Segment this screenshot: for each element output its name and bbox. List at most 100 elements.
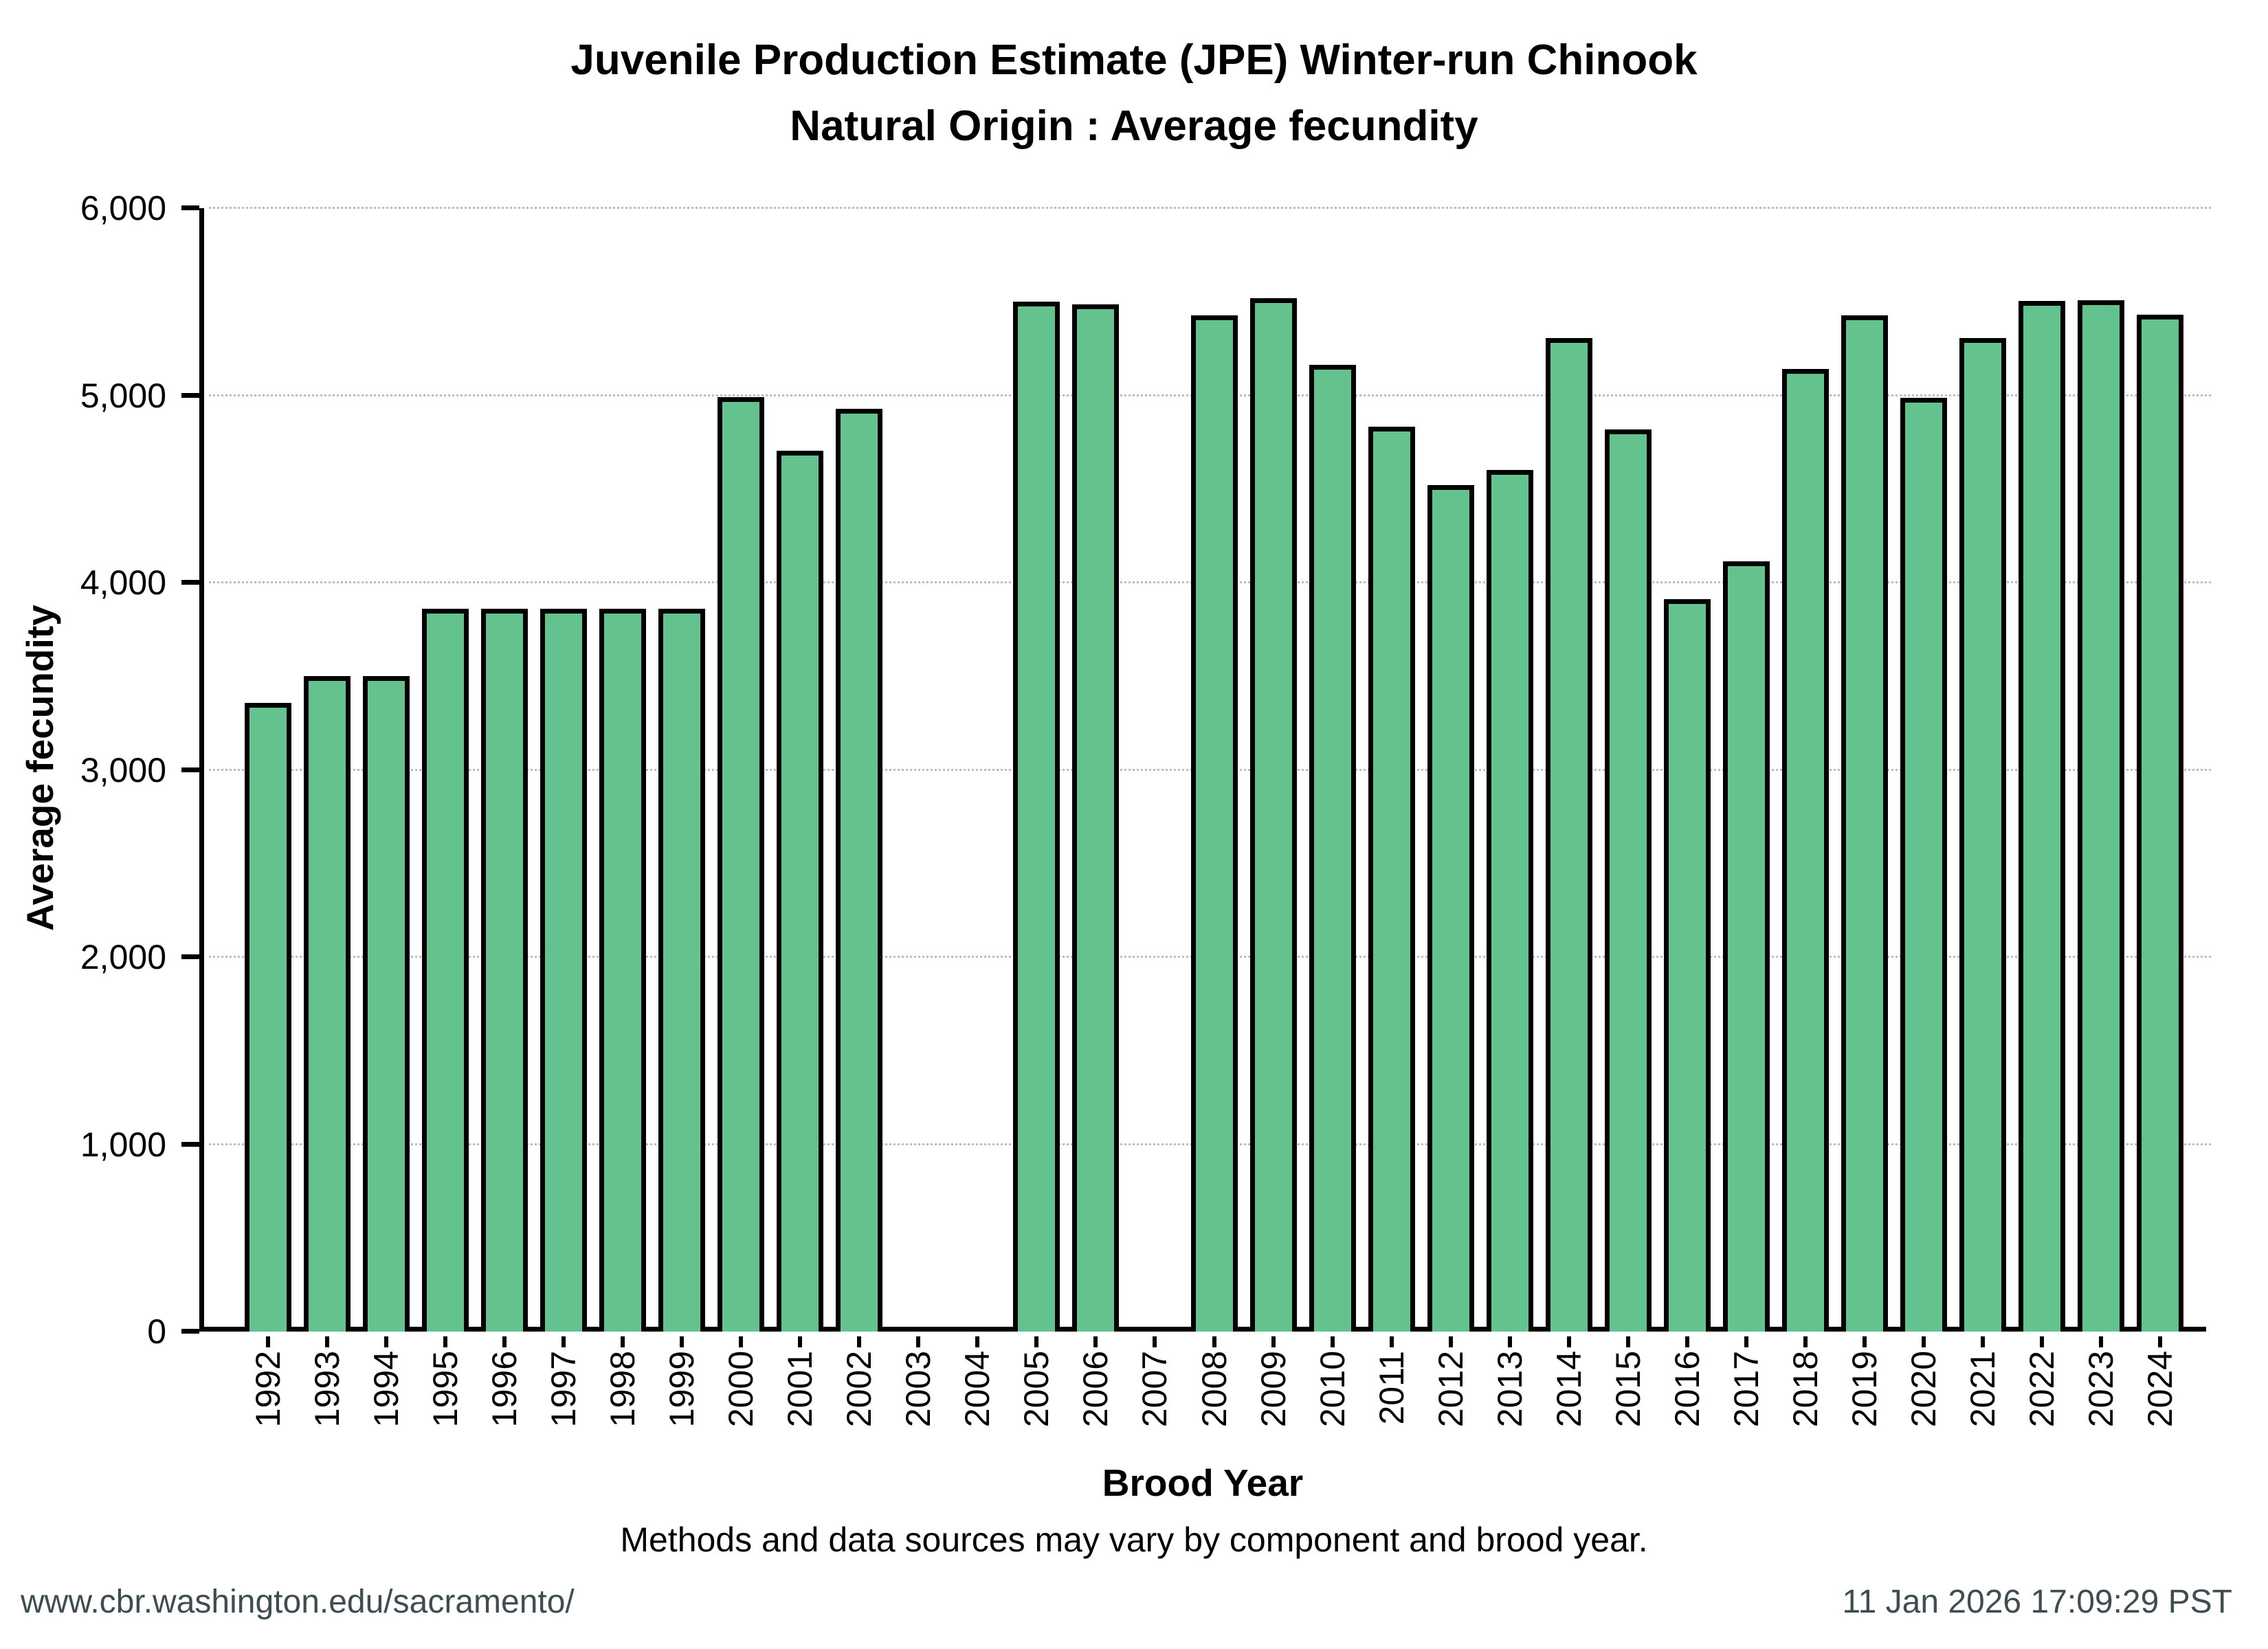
bar-2005 [1013,302,1060,1332]
x-tick-label-text-2022: 2022 [2023,1351,2061,1428]
bar-2022 [2019,301,2065,1332]
x-tick-label-text-1994: 1994 [367,1351,405,1428]
x-axis-tick-2016 [1685,1336,1689,1347]
chart-title-line1: Juvenile Production Estimate (JPE) Winte… [570,36,1698,84]
x-axis-tick-2005 [1034,1336,1038,1347]
x-tick-label-text-2006: 2006 [1076,1351,1115,1428]
x-axis-tick-1998 [621,1336,625,1347]
y-axis-tick-2000 [181,954,199,959]
bar-2009 [1250,298,1297,1332]
bar-2011 [1368,427,1415,1332]
y-tick-label-6000: 6,000 [80,189,166,227]
x-axis-tick-2008 [1212,1336,1216,1347]
y-tick-label-4000: 4,000 [80,563,166,602]
x-tick-label-2005: 2005 [1017,1351,1056,1468]
chart-title-line2: Natural Origin : Average fecundity [790,102,1478,150]
x-tick-label-text-1997: 1997 [544,1351,583,1428]
y-tick-label-0: 0 [147,1312,166,1351]
x-axis-tick-1992 [266,1336,270,1347]
bar-2020 [1900,398,1947,1332]
x-tick-label-text-2011: 2011 [1372,1351,1411,1425]
x-tick-label-1995: 1995 [426,1351,465,1468]
x-tick-label-text-1993: 1993 [308,1351,346,1428]
x-axis-tick-2006 [1093,1336,1098,1347]
x-tick-label-2020: 2020 [1904,1351,1943,1468]
x-tick-label-2018: 2018 [1786,1351,1825,1468]
x-axis-tick-2007 [1153,1336,1157,1347]
x-axis-tick-2018 [1803,1336,1808,1347]
x-axis-tick-2011 [1390,1336,1394,1347]
x-tick-label-2019: 2019 [1845,1351,1884,1468]
x-tick-label-2024: 2024 [2141,1351,2179,1468]
x-tick-label-2008: 2008 [1195,1351,1234,1468]
x-tick-label-2022: 2022 [2023,1351,2061,1468]
bar-2001 [777,451,823,1332]
y-axis-tick-1000 [181,1141,199,1147]
x-tick-label-text-1996: 1996 [485,1351,524,1428]
x-tick-label-2014: 2014 [1550,1351,1588,1468]
bar-2014 [1546,338,1592,1332]
x-tick-label-2013: 2013 [1491,1351,1529,1468]
bar-2019 [1841,315,1888,1332]
bar-2013 [1487,470,1533,1332]
x-tick-label-text-2024: 2024 [2141,1351,2179,1428]
x-axis-tick-2020 [1922,1336,1926,1347]
x-tick-label-2001: 2001 [781,1351,819,1468]
y-axis-tick-3000 [181,767,199,772]
x-tick-label-text-2014: 2014 [1550,1351,1588,1428]
x-axis-tick-2024 [2158,1336,2162,1347]
y-axis-tick-6000 [181,205,199,210]
x-tick-label-text-2009: 2009 [1254,1351,1293,1428]
x-axis-tick-1993 [325,1336,329,1347]
x-axis-tick-2021 [1981,1336,1985,1347]
y-axis-tick-0 [181,1329,199,1334]
x-tick-label-text-2020: 2020 [1904,1351,1943,1428]
x-axis-tick-2015 [1626,1336,1630,1347]
x-axis-tick-1999 [680,1336,684,1347]
x-tick-label-text-2017: 2017 [1727,1351,1766,1428]
x-axis-tick-2000 [739,1336,743,1347]
x-axis-tick-2002 [857,1336,861,1347]
x-tick-label-2021: 2021 [1964,1351,2002,1468]
x-axis-tick-2004 [975,1336,979,1347]
x-tick-label-2002: 2002 [840,1351,878,1468]
x-tick-label-2000: 2000 [722,1351,760,1468]
x-tick-label-2010: 2010 [1313,1351,1352,1468]
x-tick-label-text-1995: 1995 [426,1351,465,1428]
x-tick-label-text-2002: 2002 [840,1351,878,1428]
bar-1999 [658,609,705,1332]
x-tick-label-2006: 2006 [1076,1351,1115,1468]
x-tick-label-text-2010: 2010 [1313,1351,1352,1428]
bar-2015 [1605,429,1652,1332]
x-axis-tick-2009 [1271,1336,1276,1347]
x-tick-label-text-2019: 2019 [1845,1351,1884,1428]
chart-caption: Methods and data sources may vary by com… [620,1521,1648,1559]
bar-2017 [1723,561,1770,1332]
x-axis-tick-2013 [1508,1336,1512,1347]
bar-2010 [1309,365,1356,1332]
bar-2023 [2078,300,2124,1332]
x-tick-label-2015: 2015 [1609,1351,1647,1468]
bar-1996 [481,609,528,1332]
x-tick-label-2007: 2007 [1135,1351,1174,1468]
bar-2000 [718,397,764,1332]
bar-2002 [836,409,882,1332]
x-axis-tick-2010 [1331,1336,1335,1347]
x-tick-label-2016: 2016 [1668,1351,1706,1468]
x-tick-label-text-1998: 1998 [603,1351,642,1428]
x-tick-label-text-2001: 2001 [781,1351,819,1428]
bar-1997 [540,609,587,1332]
x-axis-tick-2014 [1567,1336,1571,1347]
x-axis-tick-1996 [502,1336,507,1347]
x-tick-label-text-2021: 2021 [1964,1351,2002,1428]
x-tick-label-2011: 2011 [1372,1351,1411,1468]
x-tick-label-2003: 2003 [899,1351,937,1468]
bar-2006 [1072,304,1119,1332]
x-tick-label-2012: 2012 [1432,1351,1470,1468]
x-tick-label-text-2000: 2000 [722,1351,760,1428]
x-tick-label-text-2003: 2003 [899,1351,937,1428]
x-tick-label-1996: 1996 [485,1351,524,1468]
bar-2021 [1959,338,2006,1332]
y-tick-label-3000: 3,000 [80,750,166,789]
